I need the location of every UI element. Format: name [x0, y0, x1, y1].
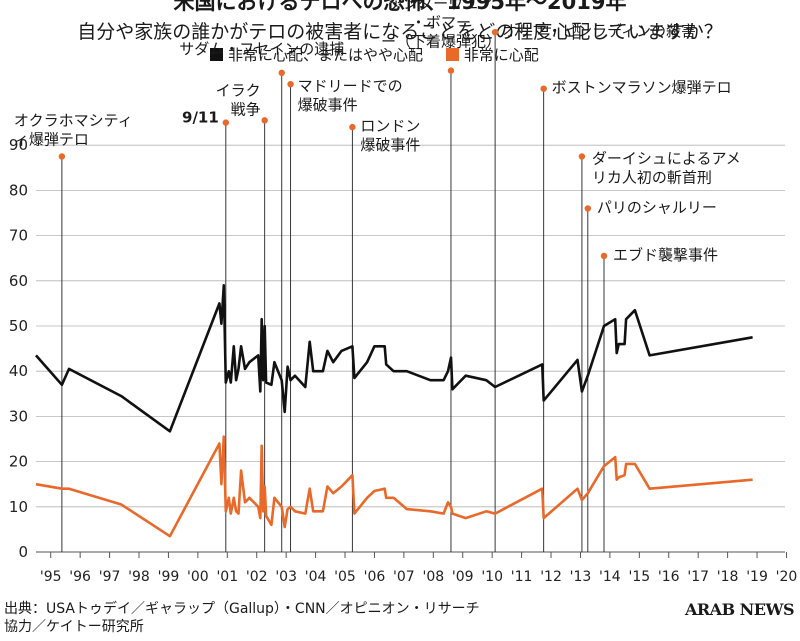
y-tick-label: 90 — [9, 136, 28, 154]
x-tick-label: '00 — [187, 569, 209, 585]
x-tick-label: '07 — [393, 569, 415, 585]
x-tick-label: '13 — [570, 569, 592, 585]
event-marker — [222, 119, 230, 126]
event-label: 9/11 — [182, 109, 219, 127]
legend-swatch-black — [210, 48, 223, 61]
event-label: ダーイシュによるアメリカ人初の斬首刑 — [592, 150, 741, 187]
x-tick-label: '20 — [776, 569, 798, 585]
y-tick-label: 70 — [9, 227, 28, 245]
event-marker — [491, 29, 499, 36]
x-tick-label: '96 — [69, 569, 91, 585]
event-label: イラク戦争 — [216, 81, 261, 118]
event-marker — [600, 252, 608, 260]
event-marker — [578, 153, 586, 160]
event-label: アンダーウエア・ボマーー（下着爆弾犯） — [381, 0, 501, 51]
event-label: オクラホマシティィ爆弾テロ — [14, 112, 133, 149]
y-tick-label: 20 — [9, 453, 28, 471]
x-tick-label: '19 — [746, 569, 768, 585]
series-line-somewhat-or-very — [35, 284, 753, 433]
x-tick-label: '95 — [40, 569, 62, 585]
event-marker — [278, 69, 285, 77]
x-tick-label: '97 — [99, 569, 121, 585]
brand-logo: ARAB NEWS — [684, 600, 795, 619]
x-tick-label: '01 — [216, 569, 238, 585]
y-tick-label: 0 — [18, 543, 28, 561]
y-tick-label: 10 — [9, 498, 28, 516]
event-label: オサマ・ビンラディンの殺害 — [502, 22, 696, 40]
legend-item-somewhat-or-very: 非常に心配、またはやや心配 — [210, 44, 423, 65]
x-tick-label: '05 — [334, 569, 356, 585]
source-note: 出典：USAトゥデイ／ギャラップ（Gallup）・CNN／オピニオン・リサーチ … — [4, 600, 480, 636]
event-label: パリのシャルリー — [597, 198, 717, 216]
event-marker — [58, 153, 66, 160]
event-marker — [540, 85, 547, 92]
chart-subtitle: 自分や家族の誰かがテロの被害者になることをどの程度心配していますか？ — [77, 21, 723, 43]
x-tick-label: '14 — [599, 569, 621, 585]
event-label: ボストンマラソン爆弾テロ — [552, 79, 732, 97]
event-label: マドリードでの爆破事件 — [298, 77, 403, 114]
x-tick-label: '08 — [422, 569, 444, 585]
page-title: 米国におけるテロへの恐怖、1995年〜2019年 — [173, 0, 627, 14]
event-marker — [261, 117, 268, 124]
y-tick-label: 50 — [9, 317, 28, 335]
x-tick-label: '03 — [275, 569, 297, 585]
x-tick-label: '99 — [158, 569, 180, 585]
event-marker — [584, 205, 592, 212]
x-tick-label: '02 — [246, 569, 268, 585]
x-tick-label: '11 — [511, 569, 533, 585]
event-label: エブド襲撃事件 — [613, 246, 718, 264]
event-marker — [349, 123, 356, 131]
x-tick-label: '16 — [658, 569, 680, 585]
y-tick-label: 80 — [9, 181, 28, 199]
series-line-very — [35, 435, 753, 538]
x-tick-label: '06 — [364, 569, 386, 585]
x-tick-label: '98 — [128, 569, 150, 585]
y-tick-label: 40 — [9, 362, 28, 380]
legend: 非常に心配、またはやや心配 非常に心配 — [210, 44, 557, 65]
legend-label-somewhat-or-very: 非常に心配、またはやや心配 — [228, 46, 424, 64]
x-tick-label: '17 — [687, 569, 709, 585]
event-label: ロンドン爆破事件 — [360, 117, 420, 154]
event-marker — [287, 80, 294, 88]
legend-label-very: 非常に心配 — [463, 46, 539, 64]
source-line-2: 協力／ケイトー研究所 — [4, 619, 144, 635]
x-tick-label: '09 — [452, 569, 474, 585]
source-line-1: 出典：USAトゥデイ／ギャラップ（Gallup）・CNN／オピニオン・リサーチ — [4, 601, 480, 617]
legend-item-very: 非常に心配 — [445, 44, 539, 65]
y-tick-label: 30 — [9, 407, 28, 425]
x-tick-label: '10 — [481, 569, 503, 585]
legend-swatch-orange — [445, 48, 459, 61]
x-tick-label: '04 — [305, 569, 327, 585]
y-tick-label: 60 — [9, 272, 28, 290]
x-tick-label: '12 — [540, 569, 562, 585]
x-tick-label: '15 — [628, 569, 650, 585]
event-label: サダム・フセインの逮捕 — [179, 40, 344, 58]
x-tick-label: '18 — [717, 569, 739, 585]
event-marker — [447, 67, 455, 74]
